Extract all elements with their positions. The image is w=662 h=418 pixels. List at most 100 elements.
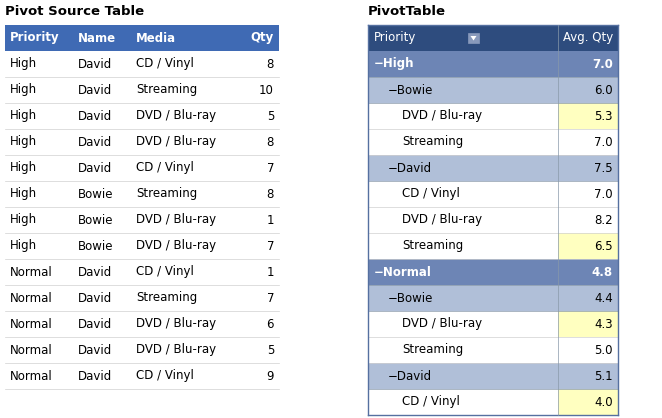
Text: David: David <box>78 291 113 304</box>
Bar <box>368 389 558 415</box>
Text: DVD / Blu-ray: DVD / Blu-ray <box>136 344 216 357</box>
Text: High: High <box>10 135 37 148</box>
Text: David: David <box>78 135 113 148</box>
Text: Normal: Normal <box>10 344 53 357</box>
Bar <box>558 129 618 155</box>
Text: Bowie: Bowie <box>78 240 113 252</box>
Text: 4.4: 4.4 <box>594 291 613 304</box>
Text: 7: 7 <box>267 291 274 304</box>
Bar <box>558 233 618 259</box>
Text: DVD / Blu-ray: DVD / Blu-ray <box>402 110 482 122</box>
Bar <box>558 363 618 389</box>
Text: CD / Vinyl: CD / Vinyl <box>136 265 194 278</box>
Bar <box>368 129 558 155</box>
Polygon shape <box>471 36 477 41</box>
Text: 1: 1 <box>267 265 274 278</box>
Bar <box>558 337 618 363</box>
Text: −High: −High <box>374 58 414 71</box>
Text: 6: 6 <box>267 318 274 331</box>
Bar <box>5 311 279 337</box>
Bar <box>558 181 618 207</box>
Text: Streaming: Streaming <box>136 188 197 201</box>
Text: Name: Name <box>78 31 116 44</box>
Bar <box>368 103 558 129</box>
Bar <box>558 155 618 181</box>
Text: David: David <box>78 110 113 122</box>
Bar <box>5 285 279 311</box>
Text: DVD / Blu-ray: DVD / Blu-ray <box>136 318 216 331</box>
Text: 7: 7 <box>267 240 274 252</box>
Bar <box>368 207 558 233</box>
Bar <box>241 25 279 51</box>
Bar <box>368 311 558 337</box>
Text: David: David <box>78 58 113 71</box>
Text: David: David <box>78 161 113 174</box>
Bar <box>73 25 131 51</box>
Text: Streaming: Streaming <box>402 344 463 357</box>
Text: 4.8: 4.8 <box>592 265 613 278</box>
Text: 8: 8 <box>267 188 274 201</box>
Bar <box>131 25 241 51</box>
Text: DVD / Blu-ray: DVD / Blu-ray <box>136 135 216 148</box>
Text: Priority: Priority <box>10 31 60 44</box>
Text: 10: 10 <box>259 84 274 97</box>
Text: 5: 5 <box>267 110 274 122</box>
Text: Priority: Priority <box>374 31 416 44</box>
Bar <box>558 51 618 77</box>
Text: Bowie: Bowie <box>78 214 113 227</box>
Text: Streaming: Streaming <box>402 135 463 148</box>
Text: −David: −David <box>388 161 432 174</box>
Text: Qty: Qty <box>251 31 274 44</box>
Text: David: David <box>78 370 113 382</box>
Bar <box>368 363 558 389</box>
Bar <box>5 103 279 129</box>
Text: −David: −David <box>388 370 432 382</box>
Text: 8: 8 <box>267 58 274 71</box>
Text: 6.0: 6.0 <box>594 84 613 97</box>
Text: CD / Vinyl: CD / Vinyl <box>136 58 194 71</box>
Text: DVD / Blu-ray: DVD / Blu-ray <box>136 110 216 122</box>
Bar <box>5 233 279 259</box>
Text: High: High <box>10 110 37 122</box>
Bar <box>5 77 279 103</box>
Text: Media: Media <box>136 31 176 44</box>
Text: David: David <box>78 265 113 278</box>
Text: 7: 7 <box>267 161 274 174</box>
Bar <box>5 129 279 155</box>
Bar <box>5 51 279 77</box>
Text: 7.0: 7.0 <box>594 135 613 148</box>
Text: 9: 9 <box>267 370 274 382</box>
Bar <box>368 25 618 51</box>
Bar <box>5 181 279 207</box>
Text: CD / Vinyl: CD / Vinyl <box>402 188 460 201</box>
Text: PivotTable: PivotTable <box>368 5 446 18</box>
Bar <box>5 259 279 285</box>
Text: −Normal: −Normal <box>374 265 432 278</box>
Bar <box>368 51 558 77</box>
Bar <box>5 155 279 181</box>
Text: DVD / Blu-ray: DVD / Blu-ray <box>136 214 216 227</box>
Bar <box>5 363 279 389</box>
Text: 8: 8 <box>267 135 274 148</box>
Text: High: High <box>10 240 37 252</box>
Text: David: David <box>78 84 113 97</box>
Text: 6.5: 6.5 <box>594 240 613 252</box>
Text: Bowie: Bowie <box>78 188 113 201</box>
Bar <box>368 285 558 311</box>
Text: High: High <box>10 214 37 227</box>
Text: David: David <box>78 318 113 331</box>
Text: CD / Vinyl: CD / Vinyl <box>402 395 460 408</box>
Text: 1: 1 <box>267 214 274 227</box>
Bar <box>5 337 279 363</box>
Text: Streaming: Streaming <box>136 291 197 304</box>
Text: 5: 5 <box>267 344 274 357</box>
Text: 4.3: 4.3 <box>594 318 613 331</box>
Text: Avg. Qty: Avg. Qty <box>563 31 613 44</box>
Text: 5.3: 5.3 <box>594 110 613 122</box>
Bar <box>368 259 558 285</box>
Bar <box>558 259 618 285</box>
Text: 4.0: 4.0 <box>594 395 613 408</box>
Text: High: High <box>10 161 37 174</box>
Bar <box>368 233 558 259</box>
Text: DVD / Blu-ray: DVD / Blu-ray <box>402 214 482 227</box>
